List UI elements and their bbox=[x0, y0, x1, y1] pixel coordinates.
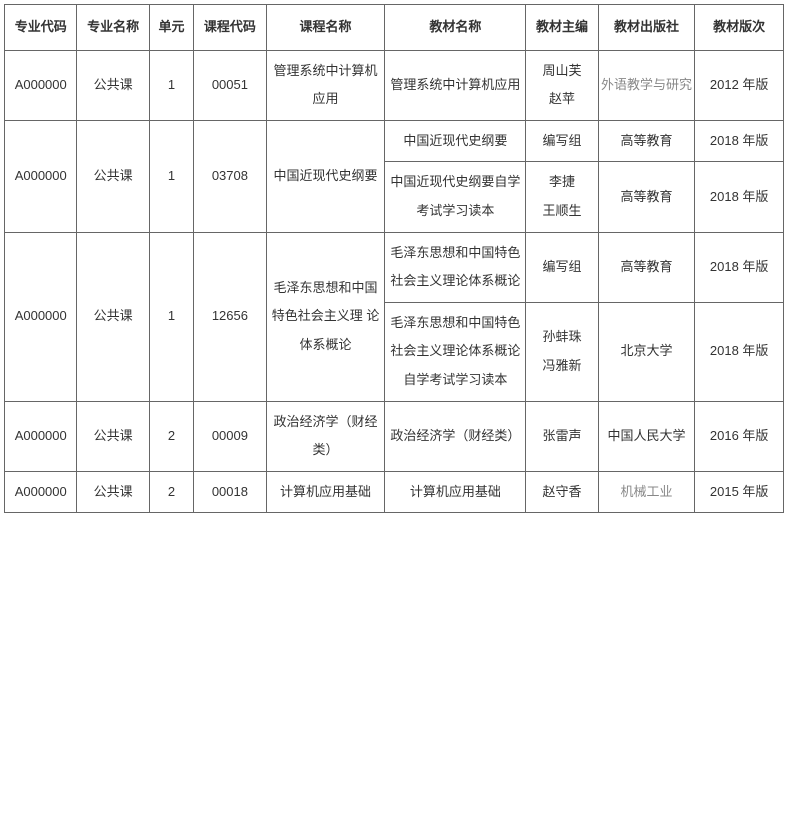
col-header-0: 专业代码 bbox=[5, 5, 77, 51]
textbook-table: 专业代码专业名称单元课程代码课程名称教材名称教材主编教材出版社教材版次 A000… bbox=[4, 4, 784, 513]
edition: 2018 年版 bbox=[695, 302, 784, 401]
editor: 张雷声 bbox=[526, 401, 598, 471]
course-name: 中国近现代史纲要 bbox=[266, 120, 385, 232]
course-code: 00018 bbox=[194, 471, 266, 513]
col-header-2: 单元 bbox=[149, 5, 193, 51]
unit: 1 bbox=[149, 50, 193, 120]
editor: 编写组 bbox=[526, 232, 598, 302]
publisher: 高等教育 bbox=[598, 232, 695, 302]
table-header-row: 专业代码专业名称单元课程代码课程名称教材名称教材主编教材出版社教材版次 bbox=[5, 5, 784, 51]
course-code: 00051 bbox=[194, 50, 266, 120]
book-name: 毛泽东思想和中国特色社会主义理论体系概论 bbox=[385, 232, 526, 302]
edition: 2012 年版 bbox=[695, 50, 784, 120]
col-header-7: 教材出版社 bbox=[598, 5, 695, 51]
edition: 2015 年版 bbox=[695, 471, 784, 513]
major-code: A000000 bbox=[5, 471, 77, 513]
editor: 孙蚌珠 冯雅新 bbox=[526, 302, 598, 401]
table-row: A000000公共课100051管理系统中计算机应用管理系统中计算机应用周山芙 … bbox=[5, 50, 784, 120]
table-body: A000000公共课100051管理系统中计算机应用管理系统中计算机应用周山芙 … bbox=[5, 50, 784, 513]
edition: 2018 年版 bbox=[695, 120, 784, 162]
edition: 2016 年版 bbox=[695, 401, 784, 471]
major-name: 公共课 bbox=[77, 50, 149, 120]
publisher: 外语教学与研究 bbox=[598, 50, 695, 120]
course-code: 03708 bbox=[194, 120, 266, 232]
book-name: 管理系统中计算机应用 bbox=[385, 50, 526, 120]
publisher: 高等教育 bbox=[598, 162, 695, 232]
major-name: 公共课 bbox=[77, 232, 149, 401]
unit: 1 bbox=[149, 232, 193, 401]
unit: 2 bbox=[149, 401, 193, 471]
major-code: A000000 bbox=[5, 401, 77, 471]
publisher: 机械工业 bbox=[598, 471, 695, 513]
unit: 1 bbox=[149, 120, 193, 232]
editor: 编写组 bbox=[526, 120, 598, 162]
col-header-8: 教材版次 bbox=[695, 5, 784, 51]
col-header-4: 课程名称 bbox=[266, 5, 385, 51]
book-name: 计算机应用基础 bbox=[385, 471, 526, 513]
col-header-6: 教材主编 bbox=[526, 5, 598, 51]
table-row: A000000公共课200018计算机应用基础计算机应用基础赵守香机械工业201… bbox=[5, 471, 784, 513]
editor: 周山芙 赵苹 bbox=[526, 50, 598, 120]
course-name: 管理系统中计算机应用 bbox=[266, 50, 385, 120]
major-code: A000000 bbox=[5, 50, 77, 120]
table-row: A000000公共课200009政治经济学（财经类）政治经济学（财经类）张雷声中… bbox=[5, 401, 784, 471]
book-name: 毛泽东思想和中国特色社会主义理论体系概论自学考试学习读本 bbox=[385, 302, 526, 401]
book-name: 中国近现代史纲要自学考试学习读本 bbox=[385, 162, 526, 232]
major-name: 公共课 bbox=[77, 120, 149, 232]
edition: 2018 年版 bbox=[695, 162, 784, 232]
publisher: 中国人民大学 bbox=[598, 401, 695, 471]
course-name: 毛泽东思想和中国特色社会主义理 论体系概论 bbox=[266, 232, 385, 401]
major-name: 公共课 bbox=[77, 471, 149, 513]
table-row: A000000公共课112656毛泽东思想和中国特色社会主义理 论体系概论毛泽东… bbox=[5, 232, 784, 302]
course-code: 00009 bbox=[194, 401, 266, 471]
publisher: 北京大学 bbox=[598, 302, 695, 401]
edition: 2018 年版 bbox=[695, 232, 784, 302]
unit: 2 bbox=[149, 471, 193, 513]
course-name: 计算机应用基础 bbox=[266, 471, 385, 513]
editor: 赵守香 bbox=[526, 471, 598, 513]
publisher: 高等教育 bbox=[598, 120, 695, 162]
table-row: A000000公共课103708中国近现代史纲要中国近现代史纲要编写组高等教育2… bbox=[5, 120, 784, 162]
book-name: 中国近现代史纲要 bbox=[385, 120, 526, 162]
editor: 李捷 王顺生 bbox=[526, 162, 598, 232]
col-header-1: 专业名称 bbox=[77, 5, 149, 51]
major-code: A000000 bbox=[5, 120, 77, 232]
col-header-5: 教材名称 bbox=[385, 5, 526, 51]
book-name: 政治经济学（财经类） bbox=[385, 401, 526, 471]
major-code: A000000 bbox=[5, 232, 77, 401]
col-header-3: 课程代码 bbox=[194, 5, 266, 51]
course-name: 政治经济学（财经类） bbox=[266, 401, 385, 471]
major-name: 公共课 bbox=[77, 401, 149, 471]
course-code: 12656 bbox=[194, 232, 266, 401]
